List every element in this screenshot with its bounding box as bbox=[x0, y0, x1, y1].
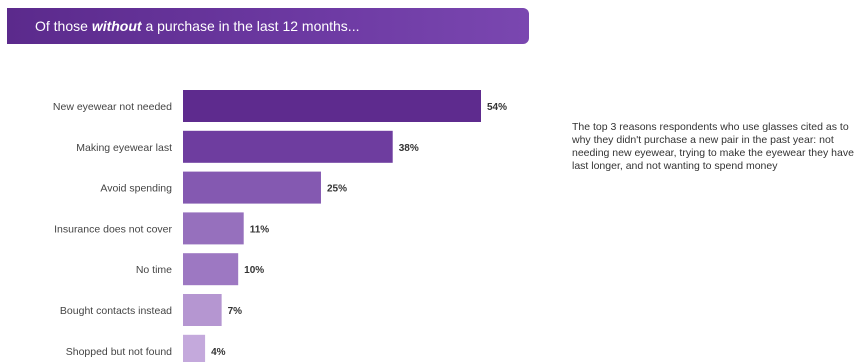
bar-5 bbox=[183, 294, 222, 326]
category-label-5: Bought contacts instead bbox=[60, 305, 172, 317]
value-label-1: 38% bbox=[399, 143, 419, 154]
category-label-4: No time bbox=[136, 264, 172, 276]
value-label-4: 10% bbox=[244, 265, 264, 276]
bar-4 bbox=[183, 253, 239, 286]
value-label-6: 4% bbox=[211, 347, 226, 358]
category-label-0: New eyewear not needed bbox=[53, 101, 172, 113]
header-prefix: Of those bbox=[35, 18, 92, 34]
bar-6 bbox=[183, 334, 206, 362]
category-label-3: Insurance does not cover bbox=[54, 223, 172, 235]
chart-header-banner: Of those without a purchase in the last … bbox=[7, 8, 529, 44]
bar-2 bbox=[183, 171, 321, 204]
bar-3 bbox=[183, 212, 244, 245]
header-suffix: a purchase in the last 12 months... bbox=[141, 18, 360, 34]
category-label-2: Avoid spending bbox=[100, 183, 172, 195]
value-label-2: 25% bbox=[327, 184, 347, 195]
value-label-5: 7% bbox=[228, 306, 243, 317]
summary-note: The top 3 reasons respondents who use gl… bbox=[572, 121, 854, 172]
bar-0 bbox=[183, 90, 481, 122]
category-label-6: Shopped but not found bbox=[66, 346, 172, 358]
category-label-1: Making eyewear last bbox=[76, 142, 172, 154]
value-label-3: 11% bbox=[250, 224, 270, 235]
bar-1 bbox=[183, 130, 393, 163]
value-label-0: 54% bbox=[487, 102, 507, 113]
header-emphasis: without bbox=[91, 18, 142, 34]
